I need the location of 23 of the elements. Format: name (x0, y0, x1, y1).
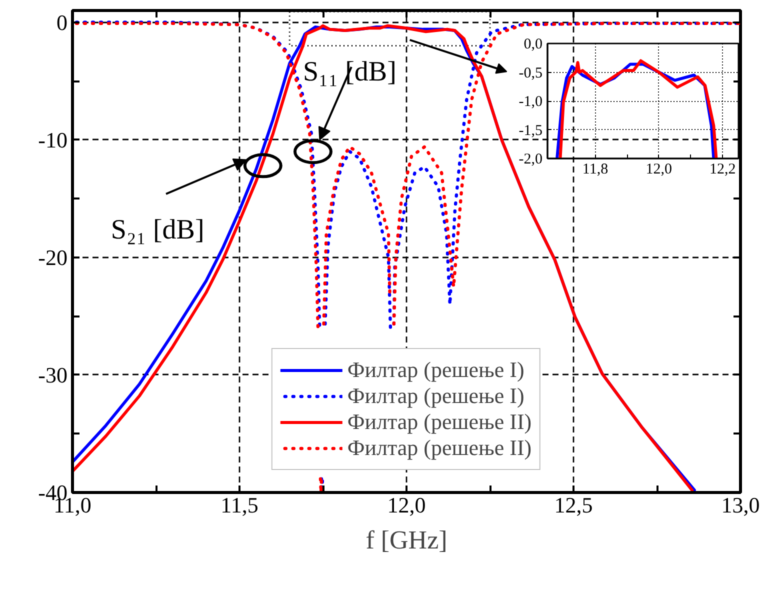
y-tick-label: 0,0 (524, 36, 542, 52)
x-tick-label: 13,0 (721, 492, 760, 518)
legend-label: Филтар (решење II) (347, 409, 532, 435)
x-tick-label: 12,2 (709, 162, 736, 178)
y-tick-label: -10 (38, 127, 68, 152)
x-tick-label: 11,5 (220, 492, 258, 518)
x-tick-label: 11,8 (582, 162, 608, 178)
y-tick-label: 0 (56, 10, 68, 35)
y-tick-label: -1,0 (518, 94, 543, 110)
y-tick-label: -30 (38, 362, 68, 388)
y-tick-label: -2,0 (518, 152, 543, 168)
y-tick-label: -0,5 (518, 65, 543, 82)
x-tick-label: 12,5 (554, 492, 593, 518)
legend-label: Филтар (решење II) (347, 435, 532, 461)
annotation: S₂₁ [dB] (110, 214, 204, 246)
x-tick-label: 12,0 (387, 492, 426, 518)
y-tick-label: -1,5 (518, 122, 543, 139)
legend-label: Филтар (решење I) (347, 357, 524, 383)
y-tick-label: -20 (38, 244, 68, 270)
legend-label: Филтар (решење I) (347, 383, 524, 409)
x-axis-title: f [GHz] (366, 526, 448, 554)
x-tick-label: 12,0 (646, 162, 672, 178)
annotation: S₁₁ [dB] (302, 56, 396, 88)
